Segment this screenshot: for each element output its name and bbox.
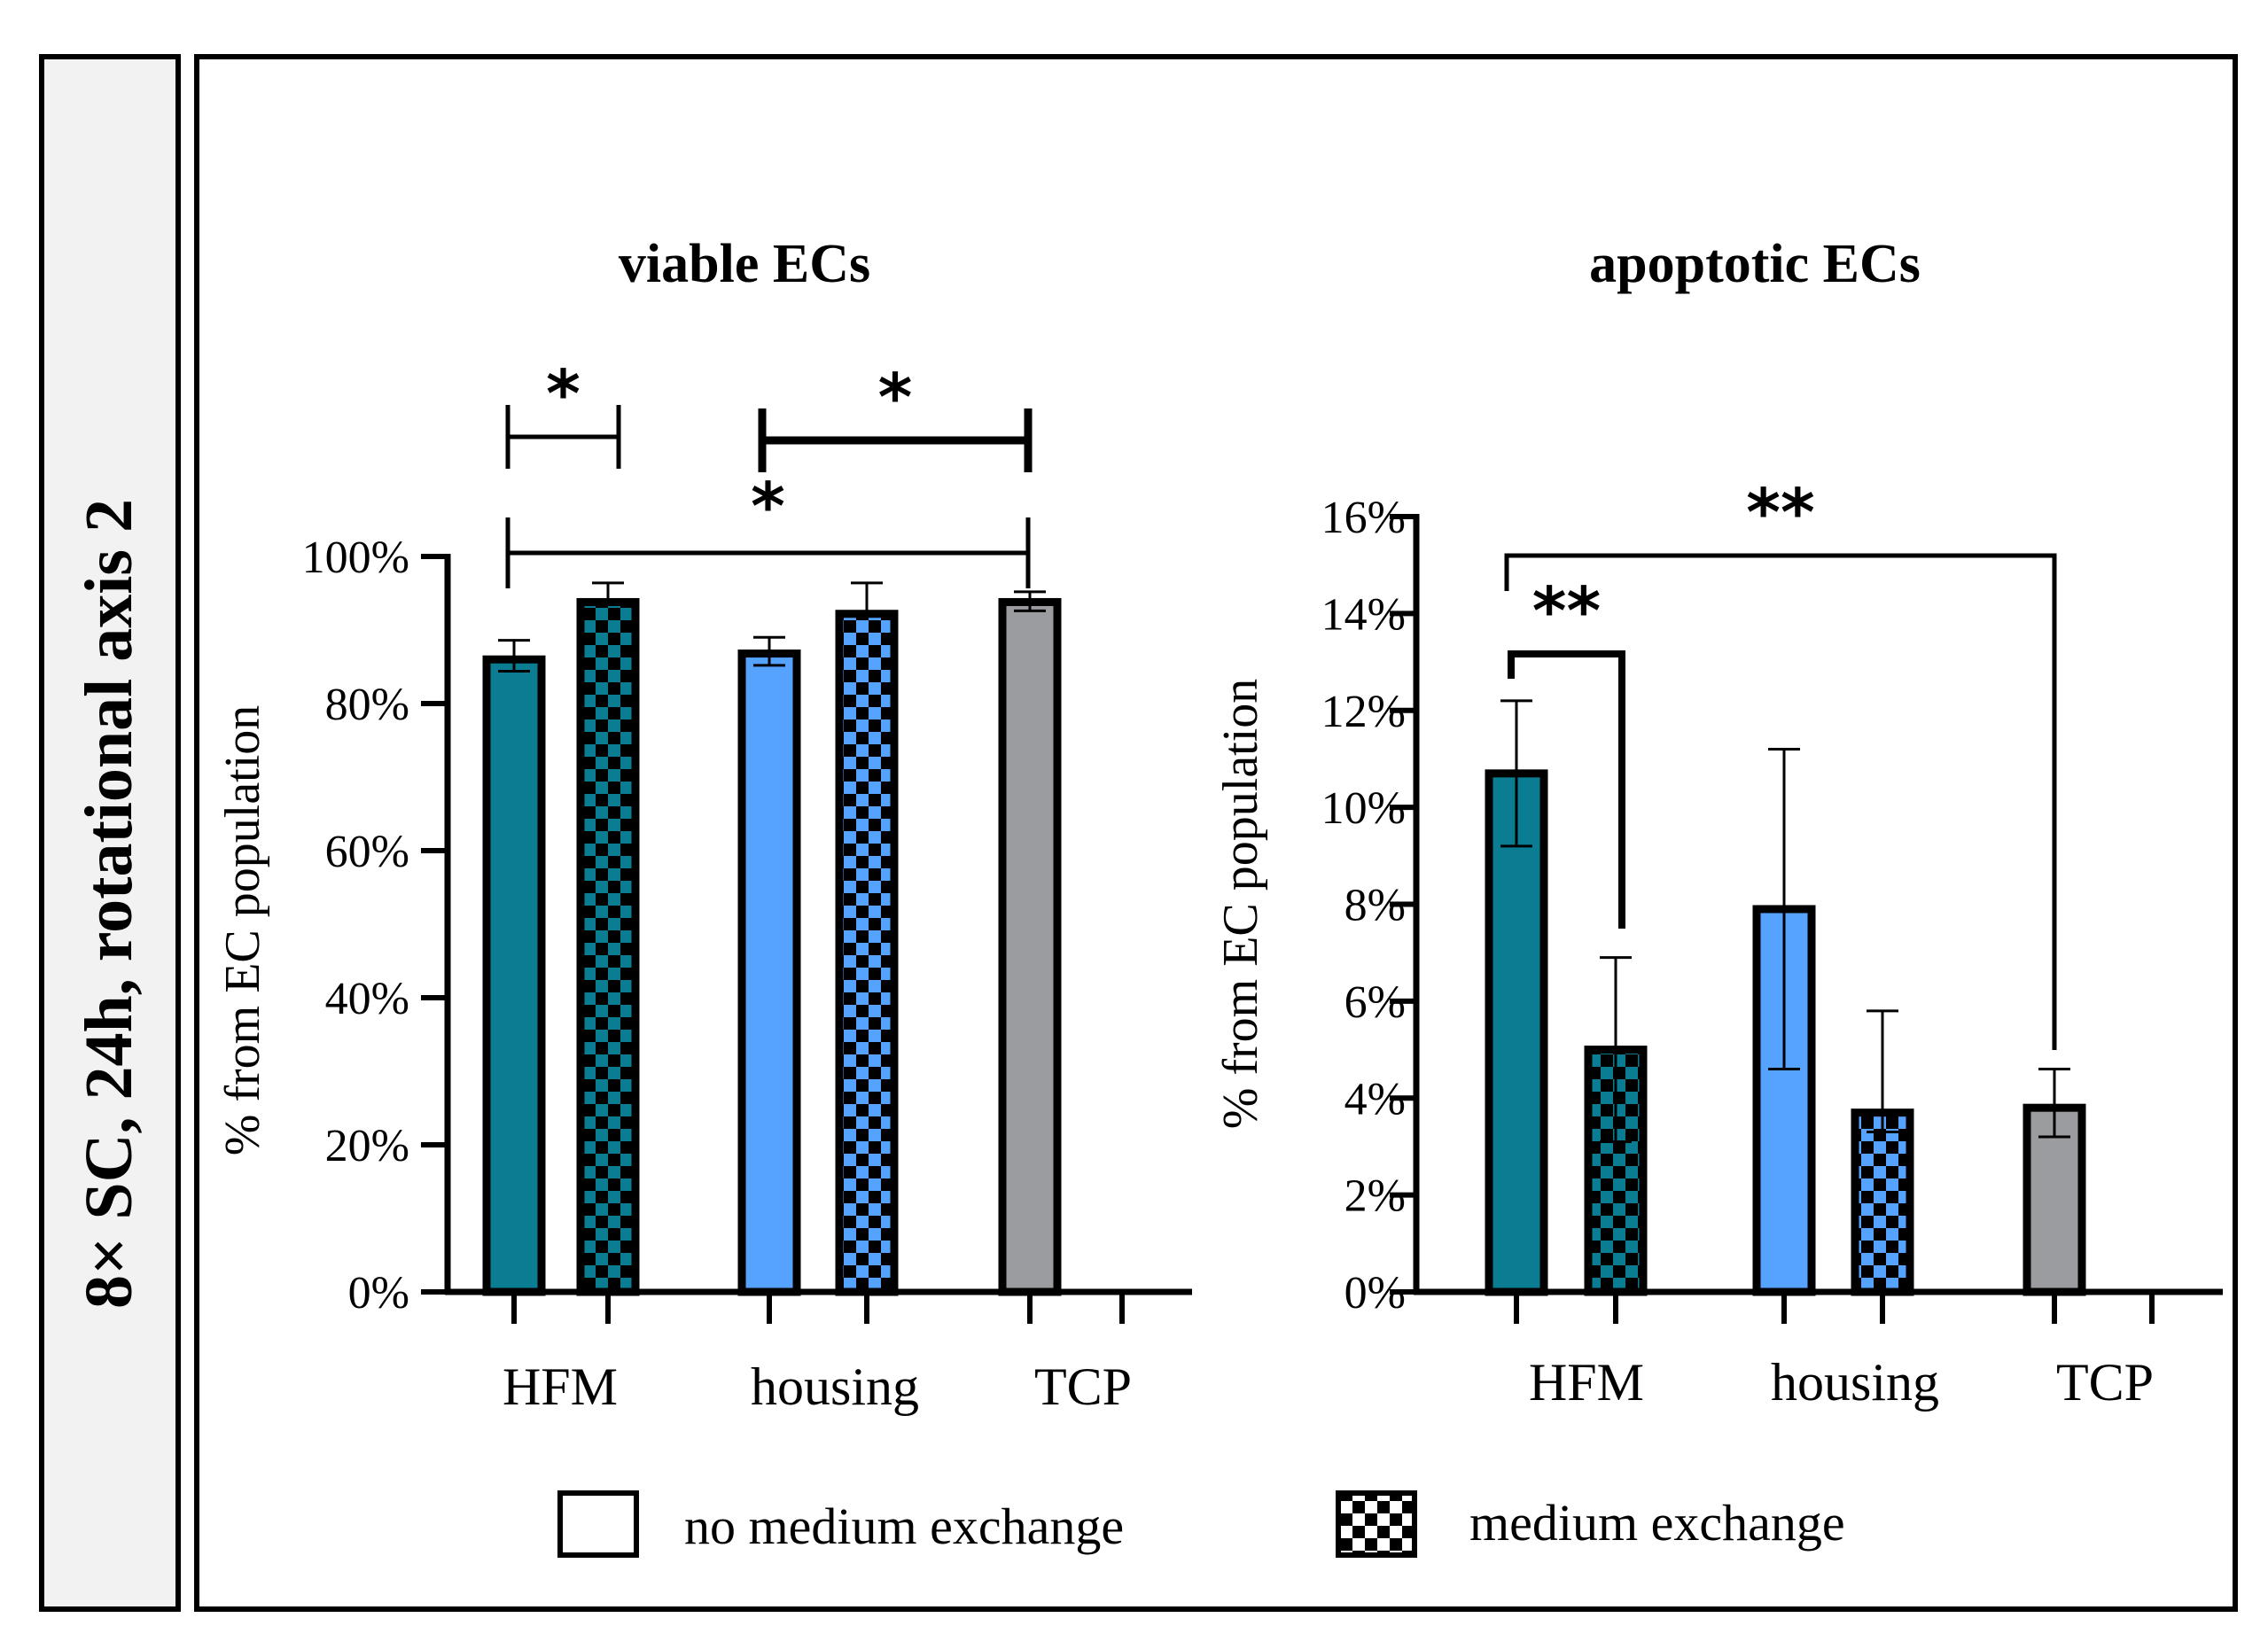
y-tick-label: 12% [1321,687,1406,737]
y-axis-label: % from EC population [215,705,270,1156]
significance-label: * [546,356,581,432]
x-tick-label-tcp: TCP [1034,1357,1132,1416]
significance-bracket: * [505,469,1031,588]
legend-label-medium-exchange: medium exchange [1469,1494,1845,1552]
side-panel [39,54,181,1612]
significance-label: ** [1746,475,1814,551]
legend-swatch-medium-exchange [1336,1490,1417,1558]
y-tick-label: 80% [325,680,409,730]
x-tick-label-tcp: TCP [2056,1353,2154,1412]
chart-apoptotic-ecs: apoptotic ECs % from EC population 0% 2% 4% 6… [1213,234,2223,1412]
bar-hfm-medium-exchange [576,597,640,1296]
significance-bracket: * [505,356,621,469]
y-tick-label: 0% [1344,1268,1406,1318]
significance-label: * [751,469,785,545]
y-tick-label: 100% [302,533,409,583]
x-tick-label-hfm: HFM [1529,1353,1644,1412]
y-tick-label: 20% [325,1121,409,1171]
y-tick-label: 6% [1344,977,1406,1028]
legend-swatch-no-medium-exchange [557,1490,639,1558]
y-tick-label: 8% [1344,881,1406,931]
bar-housing-medium-exchange [835,610,899,1296]
y-tick-label: 0% [348,1268,409,1318]
bar-hfm-medium-exchange [1584,1046,1648,1296]
bar-hfm-no-medium-exchange [482,655,546,1296]
x-tick-label-housing: housing [1771,1353,1939,1412]
chart-viable-ecs: viable ECs % from EC population 0% 20% 40% 60… [215,234,1192,1416]
legend: no medium exchange medium exchange [557,1490,1845,1558]
y-tick-label: 60% [325,827,409,877]
y-tick-label: 10% [1321,783,1406,834]
significance-label: ** [1532,573,1601,649]
y-tick-label: 16% [1321,493,1406,543]
significance-bracket: ** [1504,475,2057,1050]
y-tick-label: 2% [1344,1171,1406,1222]
side-label: 8× SC, 24h, rotational axis 2 [72,499,146,1309]
bar-hfm-no-medium-exchange [1485,769,1548,1296]
y-tick-label: 14% [1321,589,1406,640]
y-axis-label: % from EC population [1213,679,1268,1130]
bar-tcp-no-medium-exchange [2022,1103,2086,1296]
significance-label: * [878,360,913,436]
chart-title: viable ECs [619,234,870,294]
y-tick-label: 40% [325,974,409,1024]
y-tick-label: 4% [1344,1074,1406,1124]
significance-bracket: * [758,360,1033,472]
x-tick-label-hfm: HFM [503,1357,618,1416]
x-tick-label-housing: housing [751,1357,919,1416]
legend-label-no-medium-exchange: no medium exchange [684,1497,1124,1555]
bar-housing-no-medium-exchange [737,649,801,1296]
chart-title: apoptotic ECs [1589,234,1921,294]
bar-housing-medium-exchange [1851,1108,1914,1296]
bar-tcp-no-medium-exchange [998,597,1062,1296]
significance-bracket: ** [1508,573,1625,929]
